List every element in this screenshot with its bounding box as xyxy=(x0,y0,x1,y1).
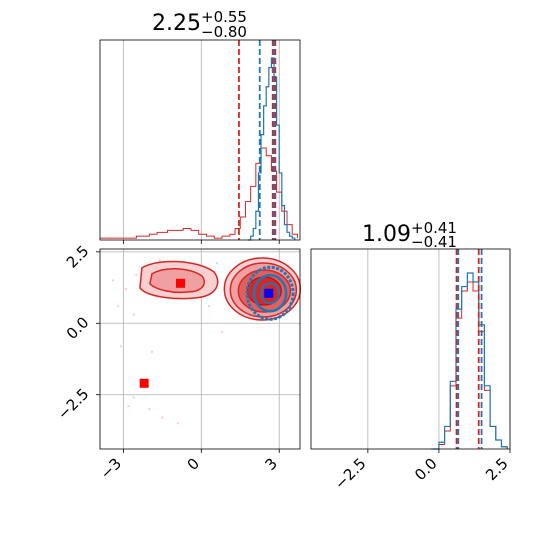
title-bottom-right-sub: −0.41 xyxy=(411,233,457,251)
marker-square-0 xyxy=(176,278,186,288)
title-top-left-sub: −0.80 xyxy=(201,23,247,41)
x-tick-label-2: 3 xyxy=(261,455,280,474)
sample-point-9 xyxy=(176,422,180,425)
axes-frame xyxy=(99,248,301,450)
y-tick-label-0: −2.5 xyxy=(54,385,92,423)
sample-point-13 xyxy=(220,330,224,334)
sample-point-4 xyxy=(132,313,135,316)
x-tick-label-0: −2.5 xyxy=(331,455,369,493)
y-tick-label-2: 2.5 xyxy=(63,242,93,272)
sample-point-12 xyxy=(215,262,219,265)
sample-point-8 xyxy=(161,416,164,419)
title-top-left-sup: +0.55 xyxy=(201,8,247,26)
red-histogram xyxy=(430,281,508,450)
blue-histogram xyxy=(248,57,296,241)
title-top-left: 2.25 xyxy=(152,11,201,36)
sample-point-5 xyxy=(150,350,154,354)
x-tick-label-1: 0.0 xyxy=(411,455,441,485)
marker-square-1 xyxy=(139,378,149,388)
red-histogram xyxy=(100,147,298,239)
sample-point-1 xyxy=(124,287,128,291)
y-tick-label-1: 0.0 xyxy=(63,313,93,343)
panel-bottom-right-histogram: −2.5 0.0 2.5 xyxy=(310,248,512,493)
sample-point-2 xyxy=(116,304,120,308)
x-tick-label-2: 2.5 xyxy=(482,455,512,485)
sample-point-6 xyxy=(132,396,135,399)
blue-mid-contour xyxy=(252,274,288,313)
x-tick-label-1: 0 xyxy=(184,455,203,474)
panel-bottom-left-scatter: −3 0 3 −2.5 0.0 2.5 xyxy=(54,242,302,483)
sample-point-17 xyxy=(158,259,161,262)
sample-point-10 xyxy=(127,404,130,408)
sample-point-11 xyxy=(119,344,122,348)
panel-top-left-histogram xyxy=(99,39,301,244)
marker-square-2 xyxy=(264,288,274,298)
title-bottom-right-sup: +0.41 xyxy=(411,219,457,237)
axes-frame xyxy=(310,248,511,450)
sample-point-0 xyxy=(135,273,138,276)
blue-inner-contour xyxy=(260,282,281,305)
blue-outer-contour xyxy=(245,265,295,321)
sample-point-7 xyxy=(148,407,151,411)
axes-frame xyxy=(99,39,301,241)
x-tick-label-0: −3 xyxy=(97,455,125,483)
title-bottom-right: 1.09 xyxy=(362,222,411,247)
blue-histogram xyxy=(433,272,508,450)
sample-point-15 xyxy=(207,304,211,308)
sample-point-3 xyxy=(111,279,115,282)
